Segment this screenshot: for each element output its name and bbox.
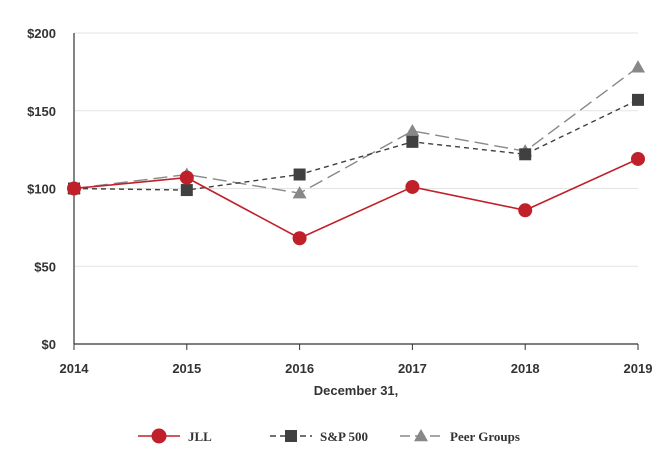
data-point-s-p-500 (180, 184, 193, 197)
x-tick-labels: 2014 2015 2016 2017 2018 2019 (60, 361, 653, 376)
data-point-jll (292, 231, 307, 246)
legend: JLL S&P 500 Peer Groups (138, 428, 520, 444)
data-point-peer-groups (631, 60, 645, 73)
data-point-peer-groups (292, 186, 307, 199)
series-peer-groups (67, 60, 645, 199)
x-tick-label: 2017 (398, 361, 427, 376)
series-line-s-p-500 (73, 99, 639, 191)
data-point-s-p-500 (406, 135, 419, 148)
y-tick-label: $50 (34, 259, 56, 274)
series-jll (67, 151, 645, 246)
data-point-s-p-500 (632, 93, 644, 106)
legend-label: S&P 500 (320, 429, 368, 444)
x-tick-label: 2019 (624, 361, 653, 376)
data-point-jll (179, 170, 194, 185)
x-tick-label: 2014 (60, 361, 90, 376)
x-tick-label: 2015 (172, 361, 201, 376)
series-line-peer-groups (73, 66, 639, 194)
x-tick-label: 2018 (511, 361, 540, 376)
legend-marker (414, 429, 428, 442)
legend-label: JLL (188, 429, 212, 444)
data-point-peer-groups (405, 123, 420, 137)
series-line-jll (73, 158, 639, 240)
x-tick-label: 2016 (285, 361, 314, 376)
y-tick-label: $150 (27, 104, 56, 119)
y-tick-label: $0 (42, 337, 56, 352)
data-point-jll (67, 181, 81, 196)
y-tick-labels: $0 $50 $100 $150 $200 (27, 26, 56, 352)
y-tick-label: $100 (27, 182, 56, 197)
legend-item-jll: JLL (138, 428, 212, 444)
x-axis-title: December 31, (314, 383, 399, 398)
axes (73, 33, 639, 350)
series (67, 60, 645, 246)
data-point-jll (631, 151, 645, 166)
legend-marker (285, 430, 297, 442)
data-point-s-p-500 (293, 168, 306, 181)
legend-item-peer-groups: Peer Groups (400, 429, 520, 444)
data-point-jll (405, 179, 420, 194)
data-point-s-p-500 (519, 148, 532, 161)
data-point-jll (518, 203, 533, 218)
grid (74, 32, 638, 267)
y-tick-label: $200 (27, 26, 56, 41)
legend-item-s-p-500: S&P 500 (270, 429, 368, 444)
legend-label: Peer Groups (450, 429, 520, 444)
legend-marker (151, 428, 167, 444)
